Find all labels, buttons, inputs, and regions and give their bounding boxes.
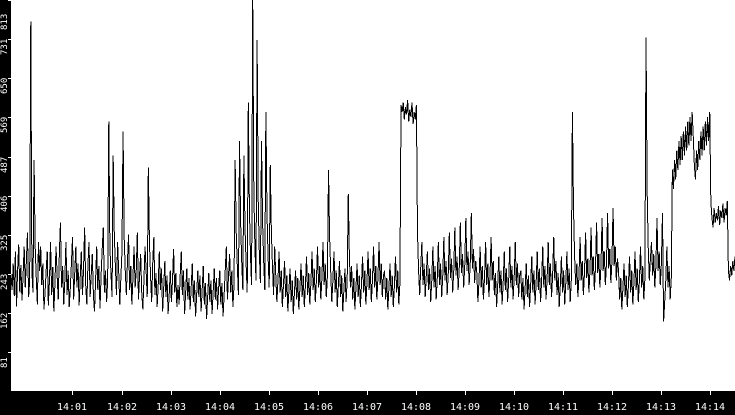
y-tick-mark [8, 0, 11, 1]
traffic-series-line [11, 0, 735, 322]
y-tick-label: 243 [0, 273, 10, 290]
y-tick-mark [8, 313, 11, 314]
x-tick-label: 14:03 [155, 402, 187, 413]
y-tick-mark [8, 274, 11, 275]
x-tick-label: 14:02 [106, 402, 138, 413]
data-line-chart [11, 0, 735, 322]
y-tick-mark [8, 235, 11, 236]
x-tick-mark [318, 391, 319, 395]
x-tick-mark [563, 391, 564, 395]
x-tick-mark [465, 391, 466, 395]
y-tick-label: 406 [0, 195, 10, 212]
y-tick-mark [8, 117, 11, 118]
x-tick-mark [122, 391, 123, 395]
y-axis: 813731650569487406325243162810 [0, 0, 11, 398]
x-tick-label: 14:13 [645, 402, 677, 413]
y-tick-mark [8, 196, 11, 197]
x-tick-label: 14:12 [596, 402, 628, 413]
x-tick-label: 14:01 [56, 402, 88, 413]
x-tick-mark [171, 391, 172, 395]
y-tick-label: 162 [0, 312, 10, 329]
x-tick-label: 14:05 [253, 402, 285, 413]
y-tick-label: 487 [0, 156, 10, 173]
y-tick-mark [8, 78, 11, 79]
plot-area [11, 0, 735, 391]
x-tick-label: 14:04 [204, 402, 236, 413]
x-tick-label: 14:09 [449, 402, 481, 413]
y-tick-label: 731 [0, 38, 10, 55]
y-tick-label: 813 [0, 13, 10, 30]
y-tick-mark [8, 39, 11, 40]
x-tick-label: 14:07 [351, 402, 383, 413]
x-tick-mark [72, 391, 73, 395]
x-tick-label: 14:11 [547, 402, 579, 413]
y-tick-label: 650 [0, 77, 10, 94]
y-tick-label: 569 [0, 116, 10, 133]
y-tick-label: 325 [0, 234, 10, 251]
x-tick-label: 14:14 [694, 402, 726, 413]
x-tick-mark [612, 391, 613, 395]
x-tick-label: 14:10 [498, 402, 530, 413]
x-tick-mark [220, 391, 221, 395]
x-axis: 14:01 14:02 14:03 14:04 14:05 14:06 14:07 14:08… [0, 391, 735, 415]
x-tick-label: 14:08 [400, 402, 432, 413]
x-tick-mark [367, 391, 368, 395]
y-tick-mark [8, 352, 11, 353]
x-tick-label: 14:06 [302, 402, 334, 413]
x-tick-mark [269, 391, 270, 395]
y-tick-mark [8, 157, 11, 158]
x-tick-mark [416, 391, 417, 395]
x-tick-mark [661, 391, 662, 395]
y-tick-label: 81 [0, 357, 10, 368]
x-tick-mark [710, 391, 711, 395]
x-tick-mark [514, 391, 515, 395]
